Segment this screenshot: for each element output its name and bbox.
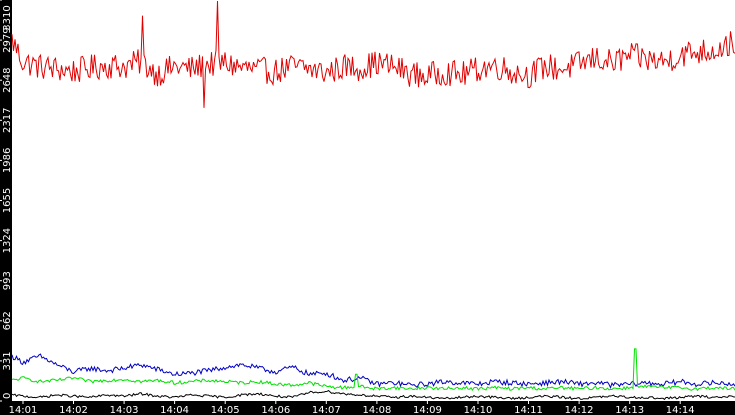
y-tick-mark: [0, 240, 2, 242]
y-tick-mark: [0, 200, 2, 201]
x-tick-label: 14:07: [312, 405, 341, 415]
x-tick-label: 14:05: [211, 405, 240, 415]
y-tick-mark: [0, 320, 2, 322]
x-tick-mark: [22, 401, 24, 404]
x-tick-mark: [629, 401, 631, 404]
series-line: [11, 389, 735, 401]
y-axis-bar: [0, 0, 12, 415]
y-tick-label: 2979: [2, 27, 13, 52]
y-tick-label: 331: [2, 351, 13, 370]
x-tick-label: 14:08: [362, 405, 391, 415]
x-tick-label: 14:13: [615, 405, 644, 415]
y-tick-label: 1986: [2, 148, 13, 173]
x-tick-mark: [679, 401, 681, 404]
series-layer: [11, 0, 735, 401]
y-tick-label: 0: [2, 393, 13, 399]
x-tick-mark: [275, 401, 277, 404]
x-tick-label: 14:01: [9, 405, 38, 415]
y-tick-mark: [0, 400, 2, 402]
series-line: [11, 348, 735, 392]
x-tick-label: 14:09: [413, 405, 442, 415]
y-tick-label: 662: [2, 311, 13, 330]
y-tick-label: 1655: [2, 188, 13, 213]
y-tick-label: 3310: [2, 5, 13, 30]
y-tick-mark: [0, 0, 2, 1]
x-tick-mark: [376, 401, 378, 404]
y-tick-mark: [0, 280, 2, 282]
x-axis-ticks: 14:01 14:02 14:03 14:04 14:05 14:06 14:07 14:08…: [9, 401, 695, 415]
x-tick-label: 14:03: [110, 405, 139, 415]
x-tick-mark: [578, 401, 580, 404]
y-tick-label: 1324: [2, 228, 13, 253]
y-tick-label: 993: [2, 271, 13, 290]
x-tick-mark: [426, 401, 428, 404]
x-tick-label: 14:02: [59, 405, 88, 415]
x-tick-label: 14:06: [261, 405, 290, 415]
x-tick-label: 14:14: [666, 405, 695, 415]
y-tick-label: 2317: [2, 108, 13, 133]
x-tick-mark: [325, 401, 327, 404]
x-tick-mark: [528, 401, 529, 404]
y-tick-mark: [0, 159, 2, 161]
series-line: [11, 353, 735, 389]
x-axis-bar: [0, 401, 735, 415]
y-tick-mark: [0, 79, 2, 81]
x-tick-label: 14:04: [160, 405, 189, 415]
x-tick-label: 14:12: [565, 405, 594, 415]
y-tick-label: 2648: [2, 67, 13, 92]
x-tick-mark: [477, 401, 479, 404]
y-tick-mark: [0, 360, 2, 362]
x-tick-mark: [174, 401, 176, 404]
x-tick-label: 14:11: [514, 405, 543, 415]
series-line: [11, 0, 735, 108]
x-tick-mark: [123, 401, 125, 404]
y-tick-mark: [0, 39, 2, 41]
x-tick-label: 14:10: [464, 405, 493, 415]
x-tick-mark: [224, 401, 226, 404]
x-tick-mark: [73, 401, 74, 404]
y-tick-mark: [0, 119, 2, 121]
